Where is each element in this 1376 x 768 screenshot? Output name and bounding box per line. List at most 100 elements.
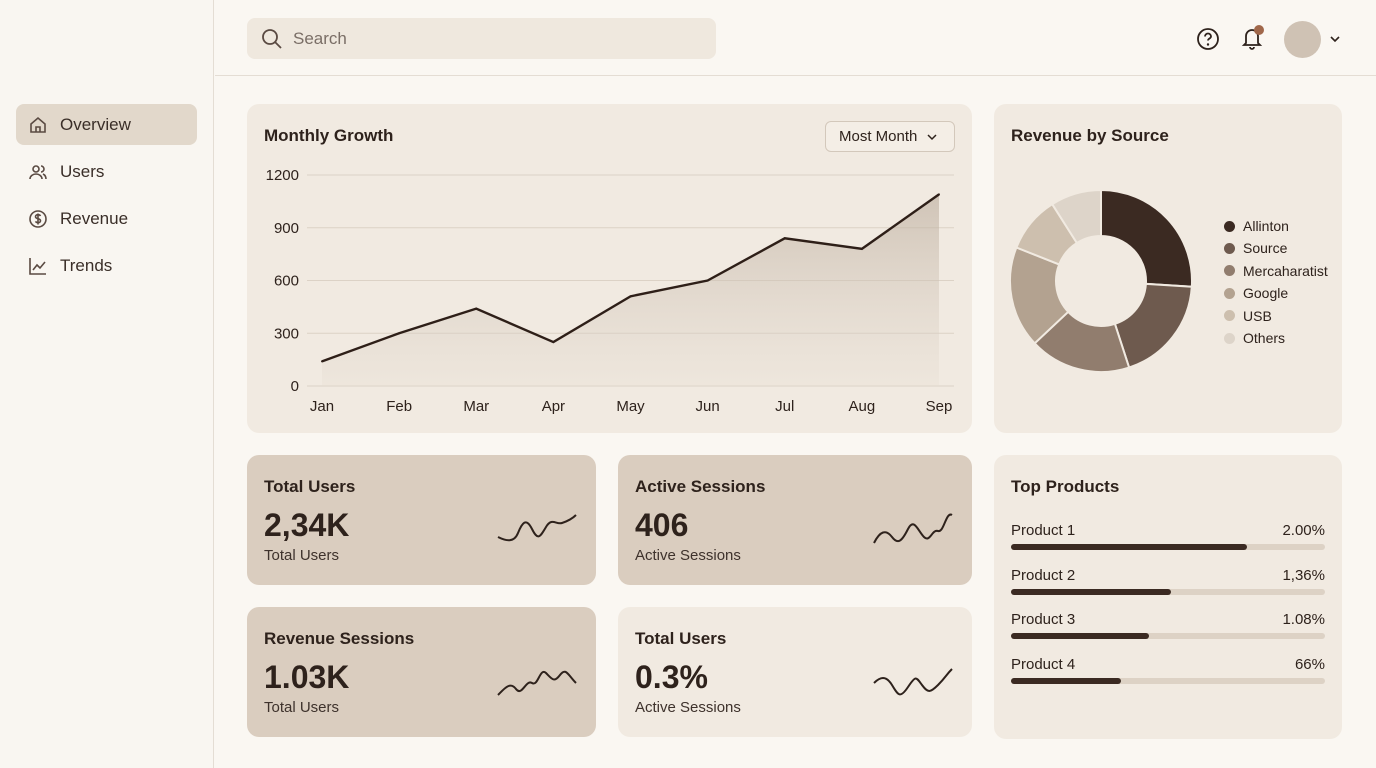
y-tick-label: 600 [274,273,299,290]
x-tick-label: Feb [386,398,412,415]
product-bar [1011,544,1325,550]
product-row: Product 2 1,36% [1011,567,1325,601]
stat-card: Total Users 0.3% Active Sessions [618,607,972,737]
legend-item: Google [1224,285,1288,301]
product-bar [1011,633,1325,639]
line-chart: 0 300 600 900 1200 Jan Feb Mar Apr May Jun Jul Aug Se… [266,167,954,415]
dollar-icon [29,209,47,228]
data-point [398,332,401,335]
sidebar-item-trends[interactable]: Trends [16,245,197,286]
product-name: Product 4 [1011,655,1076,673]
data-point [938,193,940,196]
users-icon [29,164,47,179]
data-point [783,237,786,240]
stat-value: 2,34K [264,507,350,543]
product-name: Product 3 [1011,611,1076,628]
legend-label: Allinton [1243,218,1289,234]
stat-title: Active Sessions [635,477,766,496]
legend-label: USB [1243,307,1272,324]
stat-subtitle: Active Sessions [635,547,741,564]
stat-title: Total Users [264,477,356,496]
stat-card: Revenue Sessions 1.03K Total Users [247,607,596,737]
nav-label: Trends [60,255,113,275]
product-value: 2.00% [1282,522,1325,539]
data-point [706,279,709,282]
product-name: Product 1 [1011,522,1076,539]
avatar[interactable] [1284,21,1321,58]
search-placeholder: Search [293,28,347,48]
legend-item: Mercaharatist [1224,263,1328,279]
legend-item: Allinton [1224,218,1289,234]
search-input[interactable]: Search [247,18,716,59]
legend-item: Others [1224,330,1285,346]
stat-value: 0.3% [635,659,708,695]
top-products-card: Top Products Product 1 2.00% Product 2 1,36… [994,455,1342,739]
legend-label: Others [1243,330,1286,346]
product-bar-fill [1011,544,1247,550]
y-tick-label: 0 [291,378,299,395]
product-value: 1,36% [1282,566,1325,584]
pie-slice [1100,188,1193,288]
search-icon [262,28,282,49]
data-point [321,360,323,363]
y-tick-label: 1200 [266,167,299,184]
legend-swatch [1224,310,1235,322]
topbar: Search [215,0,1376,76]
chevron-down-icon [927,133,937,140]
period-dropdown[interactable]: Most Month [825,121,955,152]
y-tick-label: 300 [274,325,299,342]
stat-subtitle: Total Users [264,547,340,564]
dropdown-value: Most Month [839,128,918,145]
sparkline [873,668,953,696]
help-icon[interactable] [1196,27,1220,51]
stat-subtitle: Active Sessions [635,699,741,716]
product-row: Product 4 66% [1011,656,1325,690]
pie-slice [1113,282,1193,369]
product-name: Product 2 [1011,566,1076,584]
donut-chart [1009,188,1193,373]
data-point [860,247,863,250]
card-title: Top Products [1011,477,1120,496]
nav-label: Users [60,161,105,181]
nav-label: Revenue [60,208,129,228]
product-bar [1011,677,1325,684]
sidebar-item-revenue[interactable]: Revenue [16,198,197,239]
stat-subtitle: Total Users [264,699,340,716]
home-icon [30,116,46,133]
x-tick-label: Jun [696,398,720,415]
sparkline [497,670,577,696]
sparkline [873,513,953,544]
revenue-source-card: Revenue by Source Allinton Source Mercahar… [994,104,1342,433]
nav-label: Overview [60,114,131,134]
stat-card: Active Sessions 406 Active Sessions [618,455,972,585]
bell-icon[interactable] [1240,24,1266,52]
data-point [552,341,555,344]
sparkline [497,514,577,542]
legend-item: Source [1224,240,1287,256]
legend-label: Source [1243,240,1288,257]
product-bar-fill [1011,677,1121,684]
x-tick-label: Apr [542,398,565,415]
product-row: Product 3 1.08% [1011,611,1325,645]
product-value: 1.08% [1282,611,1325,628]
sidebar-item-users[interactable]: Users [16,151,197,192]
x-tick-label: Jul [775,398,794,415]
legend-label: Google [1243,285,1289,302]
stat-card: Total Users 2,34K Total Users [247,455,596,585]
product-value: 66% [1294,655,1325,673]
x-tick-label: Aug [849,398,876,415]
card-title: Revenue by Source [1011,126,1169,145]
sidebar-item-overview[interactable]: Overview [16,104,197,145]
chevron-down-icon[interactable] [1329,34,1341,44]
legend-item: USB [1224,308,1272,324]
legend-swatch [1224,242,1235,254]
stat-title: Revenue Sessions [264,629,415,648]
notification-dot [1254,25,1264,35]
x-tick-label: May [616,398,645,415]
product-bar-fill [1011,588,1172,595]
pie-slice [1050,188,1102,245]
legend-swatch [1224,220,1235,232]
x-tick-label: Jan [310,398,334,415]
stat-title: Total Users [635,629,727,648]
stat-value: 406 [635,507,689,543]
